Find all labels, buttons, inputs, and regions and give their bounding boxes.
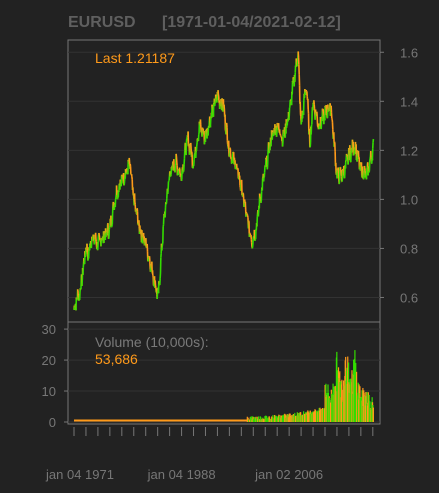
chart-title-symbol: EURUSD: [68, 14, 136, 31]
volume-y-tick-label: 20: [42, 353, 56, 368]
price-series: [73, 51, 375, 311]
volume-panel: 0 10 20 30 Volume (10,000s): 53,686: [42, 321, 381, 430]
price-y-tick-label: 1.0: [400, 192, 418, 207]
volume-label: Volume (10,000s):: [95, 334, 209, 350]
price-y-tick-label: 1.6: [400, 45, 418, 60]
price-y-tick-label: 0.6: [400, 290, 418, 305]
x-tick-label: jan 02 2006: [254, 467, 323, 482]
volume-series: [74, 350, 374, 422]
volume-y-tick-label: 0: [49, 415, 56, 430]
price-grid: [68, 51, 380, 298]
x-axis-ticks: [73, 427, 374, 436]
volume-y-tick-label: 10: [42, 384, 56, 399]
chart-title-range: [1971-01-04/2021-02-12]: [162, 14, 341, 31]
last-price-label: Last 1.21187: [95, 50, 175, 66]
x-tick-label: jan 04 1988: [147, 467, 216, 482]
price-panel: 0.6 0.8 1.0 1.2 1.4 1.6 Last 1.21187: [67, 39, 418, 323]
price-panel-frame: [67, 39, 381, 323]
price-y-axis: 0.6 0.8 1.0 1.2 1.4 1.6: [380, 45, 418, 305]
price-y-tick-label: 1.2: [400, 143, 418, 158]
x-axis-labels: jan 04 1971 jan 04 1988 jan 02 2006: [45, 467, 323, 482]
price-y-tick-label: 0.8: [400, 241, 418, 256]
volume-y-tick-label: 30: [42, 322, 56, 337]
price-y-tick-label: 1.4: [400, 94, 418, 109]
x-tick-label: jan 04 1971: [45, 467, 114, 482]
volume-value: 53,686: [95, 351, 138, 367]
volume-y-axis: 0 10 20 30: [42, 322, 68, 430]
volume-panel-frame: [67, 321, 381, 425]
